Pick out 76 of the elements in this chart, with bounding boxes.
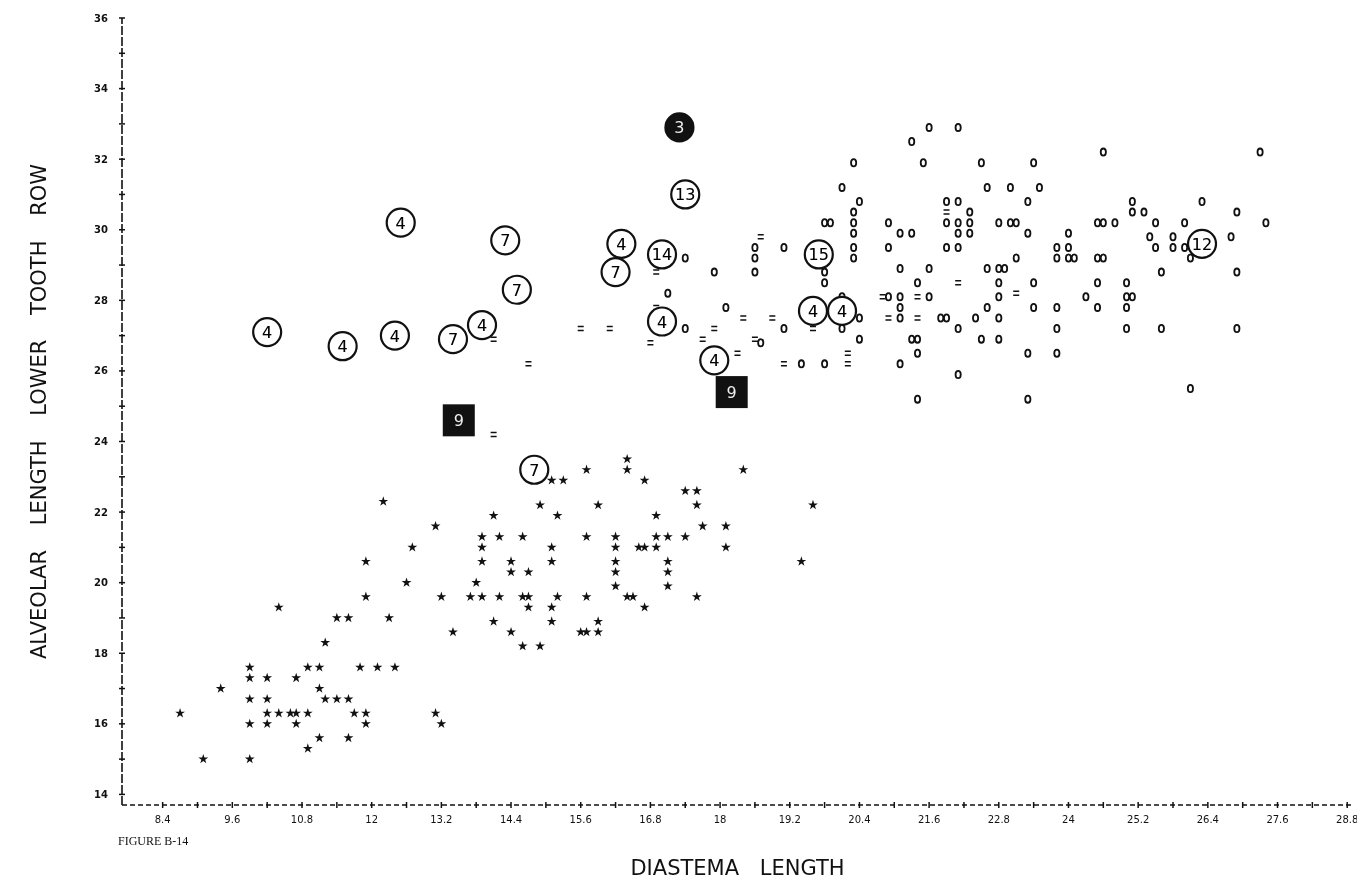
x-tick-label: 20.4 (848, 814, 871, 825)
point (844, 350, 852, 357)
y-tick-label: 18 (94, 647, 109, 659)
x-tick-label: 19.2 (778, 814, 801, 825)
y-tick-label: 36 (94, 12, 109, 24)
point (489, 431, 498, 438)
x-tick-label: 9.6 (224, 814, 241, 825)
annotation: 12 (1191, 234, 1213, 254)
annotation: 4 (616, 234, 627, 254)
point (715, 376, 748, 409)
x-tick-label: 8.4 (154, 814, 171, 825)
point (501, 274, 532, 305)
y-tick-label: 20 (94, 577, 109, 589)
point (519, 454, 550, 485)
annotation: 4 (395, 213, 406, 233)
point (844, 361, 852, 367)
y-tick-label: 24 (94, 436, 109, 447)
x-tick-label: 15.6 (569, 814, 592, 825)
y-tick-label: 16 (94, 718, 109, 730)
point (780, 361, 788, 367)
annotation: 7 (500, 231, 511, 251)
annotation: 7 (610, 263, 621, 283)
y-tick-label: 26 (94, 365, 109, 377)
point (576, 325, 585, 332)
x-tick-label: 10.8 (290, 814, 314, 825)
x-tick-label: 13.2 (430, 814, 453, 825)
point (652, 269, 660, 275)
point (751, 336, 759, 342)
annotation: 4 (337, 337, 348, 357)
x-tick-label: 14.4 (499, 814, 523, 825)
point (646, 339, 655, 346)
y-axis-title: ALVEOLAR LENGTH LOWER TOOTH ROW (27, 163, 51, 660)
point (664, 112, 695, 143)
annotation: 9 (726, 383, 737, 403)
x-tick-label: 22.8 (987, 814, 1010, 825)
text: FIGURE B-14 (118, 834, 189, 848)
x-tick-label: 24 (1062, 814, 1075, 825)
x-tick-label: 28.8 (1336, 814, 1359, 825)
point (1012, 290, 1020, 297)
annotation: 4 (836, 301, 848, 321)
annotation: 4 (807, 301, 819, 321)
annotation: 7 (529, 460, 540, 480)
x-tick-label: 27.6 (1266, 814, 1289, 825)
x-axis-title: DIASTEMA LENGTH (630, 856, 845, 880)
y-tick-label: 22 (94, 506, 109, 518)
y-tick-label: 14 (94, 788, 109, 800)
x-tick-label: 25.2 (1127, 814, 1150, 825)
annotation: 4 (476, 316, 488, 336)
annotation: 15 (808, 245, 829, 265)
annotation: 3 (674, 118, 685, 138)
y-tick-label: 34 (94, 83, 109, 95)
point (954, 279, 962, 286)
x-tick-label: 26.4 (1196, 814, 1219, 825)
annotation: 4 (389, 326, 400, 346)
annotation: 14 (651, 245, 673, 265)
point (809, 325, 817, 332)
annotation: 7 (511, 280, 522, 300)
x-tick-label: 12 (365, 814, 379, 825)
annotation: 13 (675, 185, 696, 205)
x-tick-label: 21.6 (917, 814, 941, 825)
point (490, 225, 521, 256)
x-tick-label: 16.8 (639, 814, 662, 825)
annotation: 9 (453, 411, 464, 431)
point (710, 325, 719, 332)
point (437, 324, 469, 355)
annotation: 4 (709, 351, 720, 371)
point (442, 404, 475, 437)
y-tick-label: 30 (94, 224, 109, 236)
annotation: 7 (447, 330, 459, 350)
y-tick-label: 28 (94, 294, 109, 306)
y-tick-label: 32 (94, 153, 109, 165)
x-tick-label: 18 (713, 814, 727, 825)
point (606, 325, 614, 332)
annotation: 4 (262, 323, 273, 343)
point (733, 350, 742, 357)
annotation: 4 (656, 312, 668, 332)
